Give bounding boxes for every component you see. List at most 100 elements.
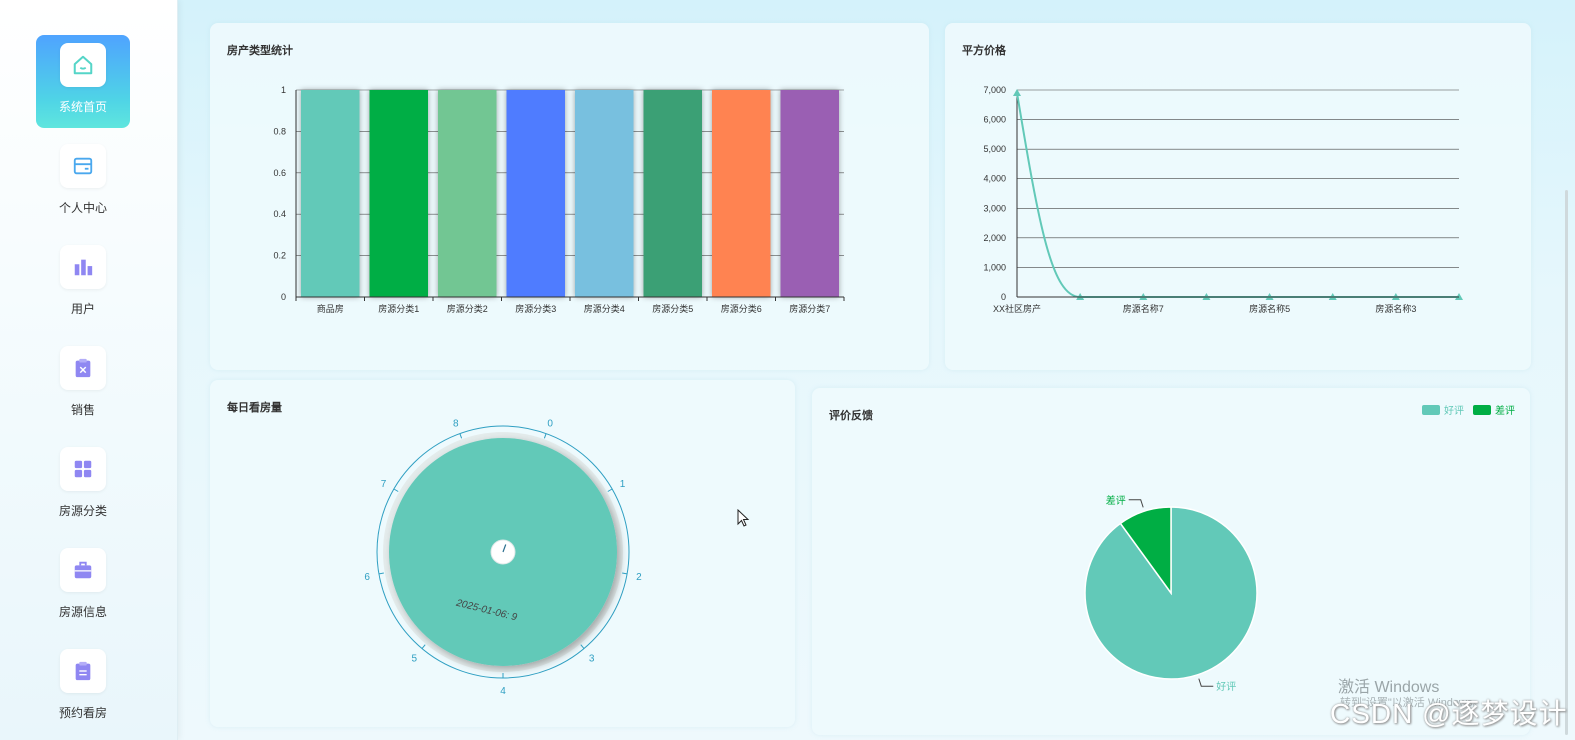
gauge-pointer [502, 544, 507, 553]
csdn-watermark: CSDN @逐梦设计 [1330, 698, 1568, 729]
y-tick-label: 2,000 [983, 233, 1006, 243]
y-tick-label: 4,000 [983, 174, 1006, 184]
y-tick-label: 0 [1001, 292, 1006, 302]
y-tick-label: 5,000 [983, 144, 1006, 154]
bar [506, 90, 565, 297]
sidebar-item-label: 预约看房 [58, 706, 107, 720]
sidebar-item-viewing-appointment[interactable]: 预约看房 [36, 641, 130, 734]
bar-chart: 0 0.2 0.4 0.6 0.8 1 商品房 房源分类1 房源分类2 房源分类3 房源分类4 房源分… [273, 85, 845, 314]
x-tick-label: 房源分类7 [789, 303, 830, 314]
y-tick-label: 0 [281, 292, 286, 302]
y-tick-label: 1,000 [983, 262, 1006, 272]
mouse-cursor-icon [737, 509, 750, 527]
gauge-tick-label: 8 [453, 418, 459, 429]
id-card-icon [60, 144, 106, 188]
home-icon [60, 43, 106, 87]
x-tick-label: 房源分类2 [447, 303, 488, 314]
line-chart: 0 1,000 2,000 3,000 4,000 5,000 6,000 7,000 XX社区… [983, 85, 1463, 314]
bar [780, 90, 839, 297]
data-point [1013, 88, 1021, 96]
sidebar-item-personal-center[interactable]: 个人中心 [36, 136, 130, 229]
gauge-tick-label: 2 [636, 572, 642, 583]
x-tick-label: 商品房 [317, 303, 344, 314]
y-tick-label: 0.4 [273, 209, 286, 219]
sidebar-item-home[interactable]: 系统首页 [36, 35, 130, 128]
clipboard-x-icon [60, 346, 106, 390]
windows-activation-subtext: 转到"设置"以激活 Windows。 [1340, 697, 1484, 709]
x-tick-label: XX社区房产 [993, 303, 1041, 314]
gauge-tick-label: 5 [412, 654, 418, 665]
gauge-tick-label: 6 [364, 572, 370, 583]
windows-activation-watermark: 激活 Windows [1338, 679, 1440, 696]
y-tick-label: 1 [281, 85, 286, 95]
x-tick-label: 房源名称7 [1123, 303, 1164, 314]
legend-label: 好评 [1444, 405, 1464, 417]
series-line [1016, 92, 1459, 299]
card-title: 评价反馈 [829, 410, 873, 422]
bar [712, 90, 771, 297]
bar [438, 90, 497, 297]
gauge-tick-label: 3 [589, 654, 595, 665]
sidebar-item-label: 个人中心 [58, 201, 107, 215]
sidebar-item-label: 房源信息 [58, 605, 107, 619]
legend-label: 差评 [1495, 404, 1515, 417]
sidebar-item-label: 用户 [70, 302, 95, 316]
sidebar-item-sales[interactable]: 销售 [36, 338, 130, 431]
bar-chart-card: 房产类型统计 0 0.2 0.4 0.6 0.8 1 商品房 房源分类1 房源分类2 房源分类3 房… [210, 23, 929, 370]
pie-label-line [1198, 678, 1214, 687]
sidebar: 系统首页 个人中心 用户 销售 房源分类 房源信息 预约看房 [0, 0, 178, 740]
gauge-tick [459, 433, 463, 439]
x-tick-label: 房源分类5 [652, 303, 693, 314]
gauge-tick-label: 7 [381, 479, 387, 490]
legend-swatch [1422, 405, 1440, 415]
gauge-tick-label: 0 [547, 418, 553, 429]
y-tick-label: 0.8 [273, 126, 286, 136]
legend-swatch [1473, 405, 1491, 415]
x-tick-label: 房源分类1 [378, 303, 419, 314]
pie-label-line [1128, 499, 1144, 508]
y-tick-label: 6,000 [983, 115, 1006, 125]
sidebar-item-category[interactable]: 房源分类 [36, 439, 130, 532]
bar [369, 90, 428, 297]
pie-slice-label: 好评 [1216, 681, 1236, 693]
briefcase-icon [60, 548, 106, 592]
grid-icon [60, 447, 106, 491]
pie-slice-label: 差评 [1106, 494, 1126, 507]
x-tick-label: 房源分类3 [515, 303, 556, 314]
card-title: 平方价格 [962, 45, 1006, 57]
scrollbar[interactable] [1565, 190, 1568, 735]
card-title: 房产类型统计 [227, 45, 293, 57]
sidebar-item-users[interactable]: 用户 [36, 237, 130, 330]
gauge-tick [607, 488, 613, 492]
bar [575, 90, 634, 297]
gauge-tick [543, 433, 547, 439]
pie-card: 评价反馈 好评 差评 好评 差评 [812, 388, 1530, 735]
pie-slice [1119, 506, 1172, 596]
bar-chart-icon [60, 245, 106, 289]
sidebar-item-label: 系统首页 [58, 100, 107, 114]
y-tick-label: 7,000 [983, 85, 1006, 95]
clipboard-list-icon [60, 649, 106, 693]
x-tick-label: 房源分类6 [721, 303, 762, 314]
bar [301, 90, 360, 297]
y-tick-label: 0.2 [273, 251, 286, 261]
gauge-tick [421, 644, 426, 649]
line-chart-card: 平方价格 0 1,000 2,000 3,000 4,000 5,000 6,000 7,00… [945, 23, 1531, 370]
x-tick-label: 房源名称5 [1249, 303, 1290, 314]
x-tick-label: 房源名称3 [1375, 303, 1416, 314]
gauge-tick-label: 4 [500, 686, 506, 697]
gauge-tick [622, 572, 628, 575]
gauge-tick [580, 644, 585, 649]
gauge-tick [393, 488, 399, 492]
gauge-tick-label: 1 [620, 479, 626, 490]
sidebar-item-label: 房源分类 [58, 504, 107, 518]
y-tick-label: 0.6 [273, 168, 286, 178]
gauge-tick [378, 572, 384, 575]
y-tick-label: 3,000 [983, 203, 1006, 213]
sidebar-item-label: 销售 [70, 403, 95, 417]
card-title: 每日看房量 [227, 402, 282, 414]
x-tick-label: 房源分类4 [584, 303, 625, 314]
sidebar-item-listing-info[interactable]: 房源信息 [36, 540, 130, 633]
